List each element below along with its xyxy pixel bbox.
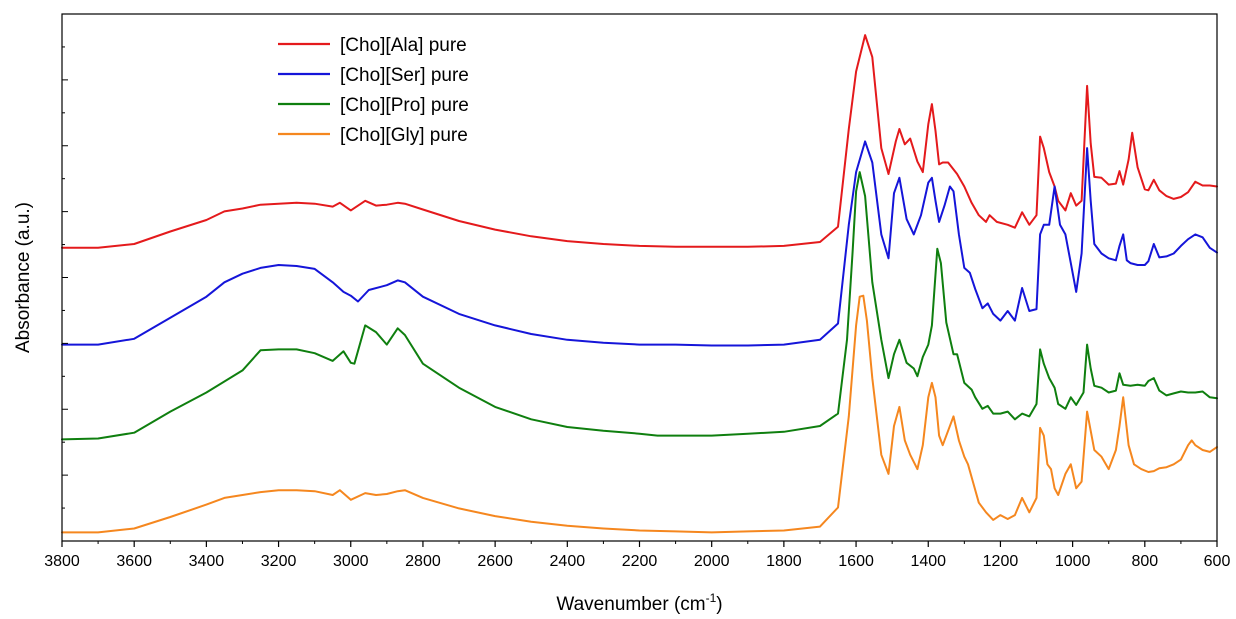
y-axis-ticks [62,13,68,542]
legend-label: [Cho][Pro] pure [340,95,469,116]
x-axis-title-main: Wavenumber (cm [556,594,705,615]
series-line-3 [61,171,1218,441]
x-tick-label: 3400 [189,553,225,570]
x-tick-label: 2600 [477,553,513,570]
x-tick-label: 600 [1204,553,1231,570]
x-axis-title-superscript: -1 [706,591,717,605]
legend-label: [Cho][Ser] pure [340,65,469,86]
x-axis-ticks: 3800 3600 3400 3200 3000 2800 2600 2400 2200 2000… [44,541,1230,570]
x-tick-label: 2400 [550,553,586,570]
x-tick-label: 3600 [116,553,152,570]
legend-label: [Cho][Ala] pure [340,35,467,56]
series-line-2 [61,140,1218,347]
legend-label: [Cho][Gly] pure [340,125,468,146]
x-tick-label: 3200 [261,553,297,570]
x-tick-label: 3800 [44,553,80,570]
x-tick-label: 3000 [333,553,369,570]
x-tick-label: 2800 [405,553,441,570]
x-tick-label: 1400 [910,553,946,570]
legend: [Cho][Ala] pure [Cho][Ser] pure [Cho][Pro]… [278,35,469,146]
x-tick-label: 1800 [766,553,802,570]
x-tick-label: 2200 [622,553,658,570]
x-tick-label: 2000 [694,553,730,570]
series-line-4 [61,294,1218,534]
x-axis-title: Wavenumber (cm-1) [556,591,722,615]
x-tick-label: 1200 [983,553,1019,570]
x-tick-label: 1000 [1055,553,1091,570]
series-layer [61,34,1218,534]
series-line-1 [61,34,1218,249]
x-tick-label: 800 [1131,553,1158,570]
y-axis-title: Absorbance (a.u.) [13,202,34,353]
x-tick-label: 1600 [838,553,874,570]
x-axis-title-suffix: ) [716,594,722,615]
